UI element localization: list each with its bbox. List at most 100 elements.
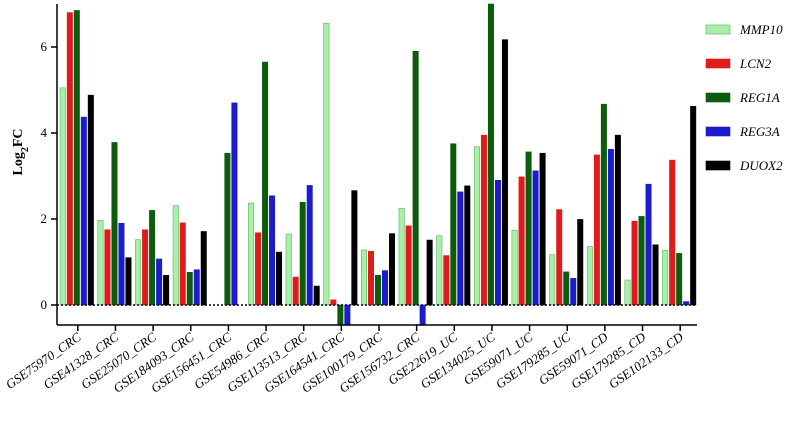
- legend-label-duox2: DUOX2: [739, 158, 783, 173]
- bar-duox2-6: [313, 285, 320, 306]
- bar-mmp10-16: [662, 250, 669, 306]
- bar-reg1a-12: [525, 151, 532, 306]
- bar-reg3a-10: [457, 191, 464, 306]
- bar-reg3a-2: [156, 258, 163, 306]
- y-axis-title: Log2FC: [11, 128, 31, 175]
- legend-swatch-lcn2: [705, 58, 731, 69]
- bar-reg1a-0: [73, 10, 80, 306]
- bar-reg1a-6: [299, 201, 306, 306]
- bar-duox2-2: [163, 275, 170, 306]
- bar-duox2-0: [87, 94, 94, 306]
- bar-reg3a-8: [381, 270, 388, 306]
- bar-mmp10-15: [624, 279, 631, 306]
- bar-mmp10-7: [323, 23, 330, 306]
- bar-reg3a-9: [419, 304, 426, 326]
- bar-reg1a-1: [111, 142, 118, 306]
- bar-duox2-11: [501, 39, 508, 306]
- bar-mmp10-0: [59, 87, 66, 306]
- y-ticks: 0 2 4 6: [41, 39, 57, 312]
- legend-label-reg1a: REG1A: [739, 90, 780, 105]
- bar-reg1a-7: [337, 304, 344, 326]
- bar-reg1a-15: [638, 216, 645, 306]
- bar-lcn2-1: [104, 229, 111, 306]
- x-ticks: GSE75970_CRCGSE41328_CRCGSE25070_CRCGSE1…: [3, 325, 686, 396]
- bar-reg1a-16: [676, 253, 683, 306]
- bar-duox2-9: [426, 239, 433, 306]
- bar-reg1a-3: [186, 272, 193, 306]
- y-tick-label: 0: [41, 297, 48, 312]
- bar-lcn2-13: [556, 209, 563, 306]
- bar-lcn2-14: [593, 154, 600, 306]
- bar-reg3a-5: [269, 195, 276, 306]
- bar-lcn2-6: [292, 276, 299, 306]
- bar-lcn2-2: [142, 229, 149, 306]
- bar-reg3a-14: [607, 149, 614, 306]
- bars: [59, 3, 697, 326]
- bar-mmp10-11: [473, 146, 480, 306]
- bar-duox2-13: [577, 219, 584, 306]
- bar-duox2-15: [652, 244, 659, 306]
- bar-reg1a-13: [563, 271, 570, 306]
- legend-swatch-duox2: [705, 160, 731, 171]
- bar-mmp10-10: [436, 235, 443, 306]
- bar-mmp10-14: [586, 246, 593, 306]
- bar-reg1a-11: [487, 3, 494, 306]
- bar-lcn2-3: [179, 222, 186, 306]
- bar-reg3a-6: [306, 185, 313, 306]
- bar-mmp10-13: [549, 254, 556, 306]
- bar-duox2-8: [388, 233, 395, 306]
- bar-duox2-7: [351, 190, 358, 306]
- bar-reg1a-14: [600, 103, 607, 306]
- bar-reg1a-2: [149, 210, 156, 306]
- legend-label-lcn2: LCN2: [739, 56, 772, 71]
- bar-reg3a-1: [118, 223, 125, 306]
- bar-lcn2-8: [367, 250, 374, 306]
- bar-mmp10-5: [248, 202, 255, 306]
- legend-label-mmp10: MMP10: [739, 22, 783, 37]
- legend-swatch-reg3a: [705, 126, 731, 137]
- bar-reg1a-8: [374, 275, 381, 306]
- bar-duox2-5: [276, 251, 283, 306]
- bar-duox2-3: [200, 231, 207, 306]
- bar-mmp10-2: [135, 239, 142, 306]
- bar-reg3a-0: [80, 116, 87, 306]
- legend: MMP10 LCN2 REG1A REG3A DUOX2: [705, 22, 783, 173]
- y-tick-label: 6: [41, 39, 48, 54]
- bar-mmp10-1: [97, 219, 104, 306]
- bar-mmp10-9: [398, 207, 405, 306]
- bar-reg3a-15: [645, 183, 652, 306]
- bar-lcn2-15: [631, 220, 638, 306]
- bar-duox2-16: [690, 106, 697, 306]
- bar-reg1a-9: [412, 50, 419, 306]
- bar-mmp10-12: [511, 229, 518, 306]
- bar-reg3a-13: [570, 278, 577, 306]
- bar-duox2-1: [125, 257, 132, 306]
- bar-lcn2-9: [405, 225, 412, 306]
- bar-reg1a-4: [224, 152, 231, 306]
- bar-reg3a-12: [532, 170, 539, 306]
- bar-lcn2-5: [255, 232, 262, 306]
- bar-reg3a-7: [344, 304, 351, 326]
- bar-reg3a-3: [193, 269, 200, 306]
- y-tick-label: 2: [41, 211, 48, 226]
- bar-reg1a-10: [450, 143, 457, 306]
- bar-duox2-10: [464, 185, 471, 306]
- bar-mmp10-8: [360, 249, 367, 306]
- legend-label-reg3a: REG3A: [739, 124, 780, 139]
- legend-swatch-reg1a: [705, 92, 731, 103]
- bar-lcn2-0: [66, 12, 73, 306]
- bar-lcn2-11: [480, 134, 487, 306]
- bar-duox2-12: [539, 152, 546, 306]
- bar-reg1a-5: [262, 61, 269, 306]
- bar-reg3a-11: [494, 180, 501, 306]
- y-axis-title-text: Log2FC: [11, 128, 31, 175]
- bar-duox2-14: [614, 134, 621, 306]
- legend-swatch-mmp10: [705, 24, 731, 35]
- axes: [56, 4, 697, 326]
- y-tick-label: 4: [41, 125, 48, 140]
- bar-lcn2-16: [669, 159, 676, 306]
- bar-lcn2-12: [518, 176, 525, 306]
- bar-mmp10-3: [172, 205, 179, 306]
- bar-reg3a-4: [231, 102, 238, 306]
